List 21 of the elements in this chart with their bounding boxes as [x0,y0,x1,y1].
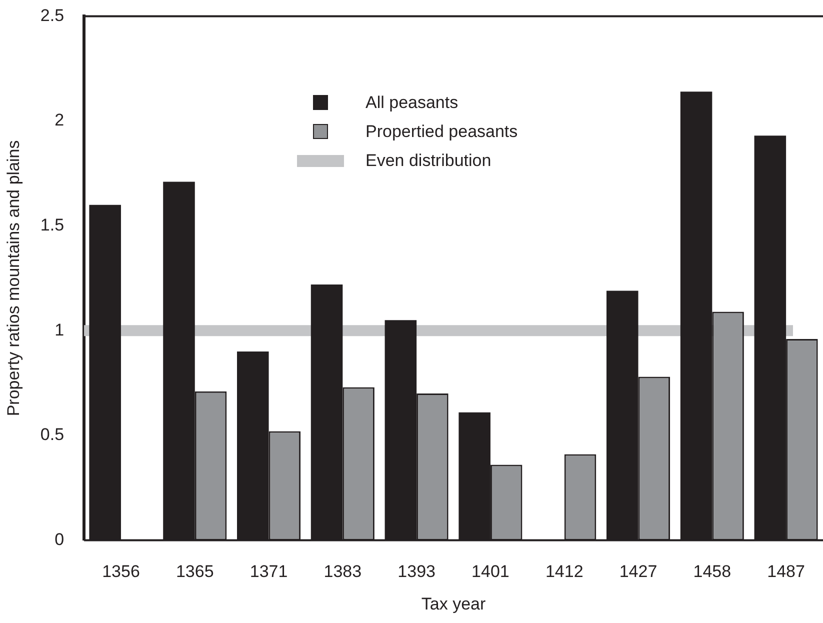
x-tick-label: 1487 [767,562,805,582]
y-tick-label: 1.5 [40,215,64,234]
x-tick-label: 1427 [619,562,658,582]
x-tick-label: 1412 [545,562,584,582]
y-tick-label: 0.5 [40,425,64,444]
x-tick-label: 1383 [324,562,362,582]
x-axis-title: Tax year [421,594,486,614]
y-tick-label: 1 [54,320,64,340]
x-tick-label: 1356 [102,562,140,582]
y-axis-title: Property ratios mountains and plains [4,140,23,416]
y-tick-label: 2.5 [40,6,64,25]
legend-label: Propertied peasants [366,122,518,142]
legend-label: All peasants [366,92,458,113]
x-tick-label: 1401 [472,562,510,582]
x-tick-label: 1393 [398,562,436,582]
y-tick-label: 2 [54,110,64,130]
x-tick-label: 1458 [693,562,732,582]
x-tick-label: 1365 [176,562,214,582]
x-tick-label: 1371 [250,562,288,582]
legend-label: Even distribution [366,150,492,171]
y-tick-label: 0 [54,530,64,549]
